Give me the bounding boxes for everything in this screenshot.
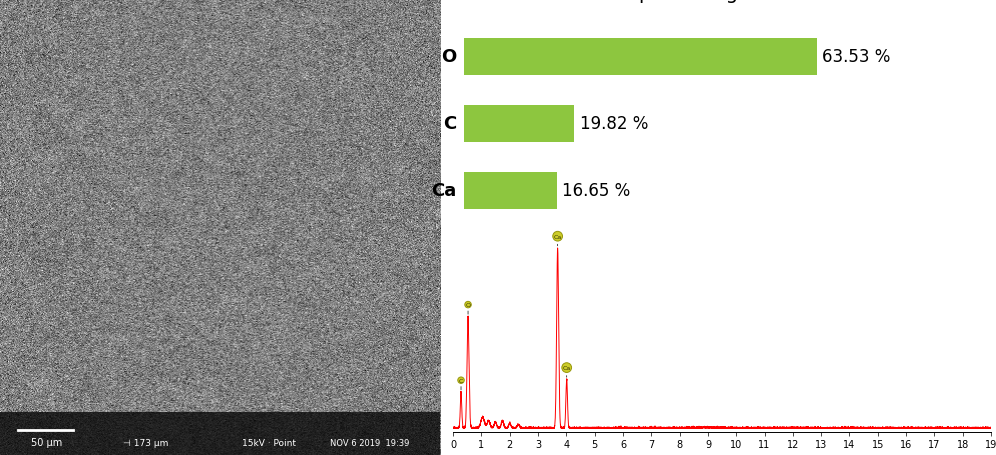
Bar xyxy=(464,106,574,142)
Text: ⊣ 173 μm: ⊣ 173 μm xyxy=(124,438,168,447)
Text: Ca: Ca xyxy=(563,365,571,377)
Text: 50 μm: 50 μm xyxy=(31,437,62,447)
Text: NOV 6 2019  19:39: NOV 6 2019 19:39 xyxy=(331,438,409,447)
Text: C: C xyxy=(459,378,463,390)
Text: 63.53 %: 63.53 % xyxy=(822,48,890,66)
Bar xyxy=(464,39,817,76)
Bar xyxy=(464,172,557,209)
Text: 16.65 %: 16.65 % xyxy=(562,182,630,200)
Text: C: C xyxy=(442,115,456,133)
Text: O: O xyxy=(440,48,456,66)
Text: Ca: Ca xyxy=(430,182,456,200)
Text: Ca: Ca xyxy=(554,234,562,246)
Text: O: O xyxy=(465,303,470,314)
Text: Atomic percentage: Atomic percentage xyxy=(565,0,750,3)
Text: 15kV · Point: 15kV · Point xyxy=(242,438,296,447)
Text: 19.82 %: 19.82 % xyxy=(580,115,648,133)
Bar xyxy=(0,412,440,455)
